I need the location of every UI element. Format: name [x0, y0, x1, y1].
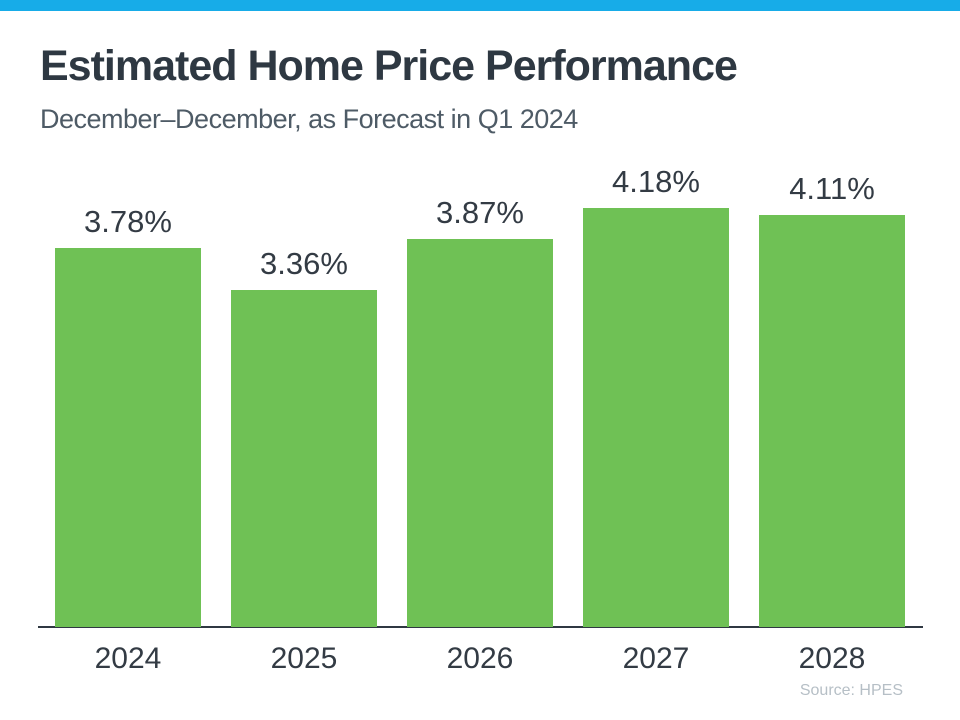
bar-value-label: 4.11% [789, 171, 875, 206]
bar [759, 215, 905, 627]
x-axis-label: 2027 [622, 642, 690, 675]
bar-value-label: 3.87% [436, 195, 524, 230]
top-accent-bar [0, 0, 960, 11]
bar [231, 290, 377, 627]
bar-value-label: 3.78% [84, 204, 172, 239]
source-note: Source: HPES [799, 682, 903, 699]
bar [583, 208, 729, 627]
bar-value-label: 4.18% [612, 164, 700, 199]
x-axis-label: 2026 [446, 642, 514, 675]
bar [55, 248, 201, 627]
bar-value-label: 3.36% [260, 246, 348, 281]
x-axis-label: 2025 [270, 642, 338, 675]
page-subtitle: December–December, as Forecast in Q1 202… [40, 104, 578, 134]
page-title: Estimated Home Price Performance [40, 42, 738, 90]
x-axis-label: 2028 [798, 642, 866, 675]
x-axis-label: 2024 [94, 642, 162, 675]
x-axis-line [38, 626, 923, 628]
bar [407, 239, 553, 627]
